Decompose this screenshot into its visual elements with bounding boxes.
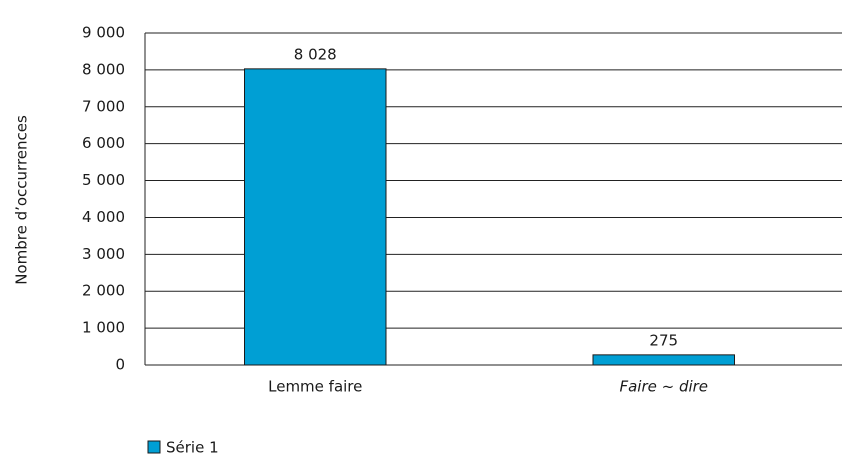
legend-label: Série 1 (166, 439, 219, 457)
value-label: 8 028 (294, 45, 337, 63)
y-axis-label: Nombre d’occurrences (13, 115, 31, 285)
y-tick-label: 6 000 (82, 134, 125, 152)
y-tick-label: 4 000 (82, 208, 125, 226)
y-tick-label: 7 000 (82, 97, 125, 115)
x-tick-label: Faire ~ dire (619, 378, 708, 396)
y-tick-label: 2 000 (82, 282, 125, 300)
y-tick-label: 1 000 (82, 319, 125, 337)
bar (244, 68, 387, 366)
y-tick-label: 5 000 (82, 171, 125, 189)
y-tick-label: 9 000 (82, 24, 125, 42)
y-tick-label: 0 (115, 356, 125, 374)
value-label: 275 (649, 331, 678, 349)
y-tick-label: 8 000 (82, 60, 125, 78)
bar (592, 354, 735, 366)
x-tick-label: Lemme faire (268, 378, 362, 396)
y-tick-label: 3 000 (82, 245, 125, 263)
legend-swatch (147, 440, 161, 454)
